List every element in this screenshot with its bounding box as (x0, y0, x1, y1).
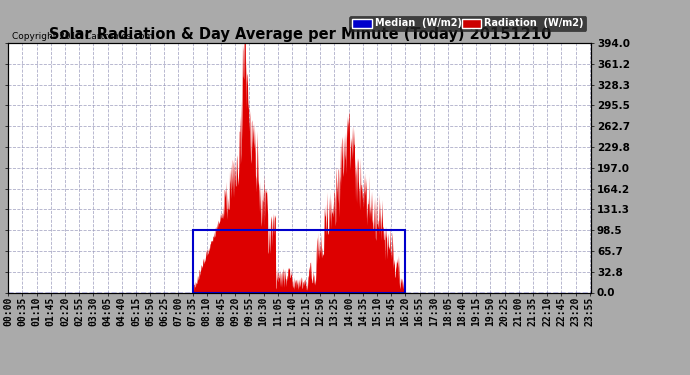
Bar (193, 230, 405, 292)
Legend: Median  (W/m2), Radiation  (W/m2): Median (W/m2), Radiation (W/m2) (349, 16, 586, 32)
Text: Copyright 2015 Cartronics.com: Copyright 2015 Cartronics.com (12, 32, 153, 41)
Title: Solar Radiation & Day Average per Minute (Today) 20151210: Solar Radiation & Day Average per Minute… (48, 27, 551, 42)
